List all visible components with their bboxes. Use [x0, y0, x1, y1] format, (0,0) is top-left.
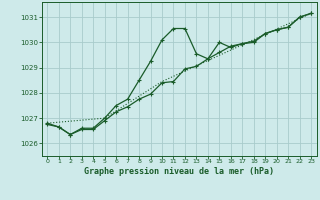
X-axis label: Graphe pression niveau de la mer (hPa): Graphe pression niveau de la mer (hPa)	[84, 167, 274, 176]
